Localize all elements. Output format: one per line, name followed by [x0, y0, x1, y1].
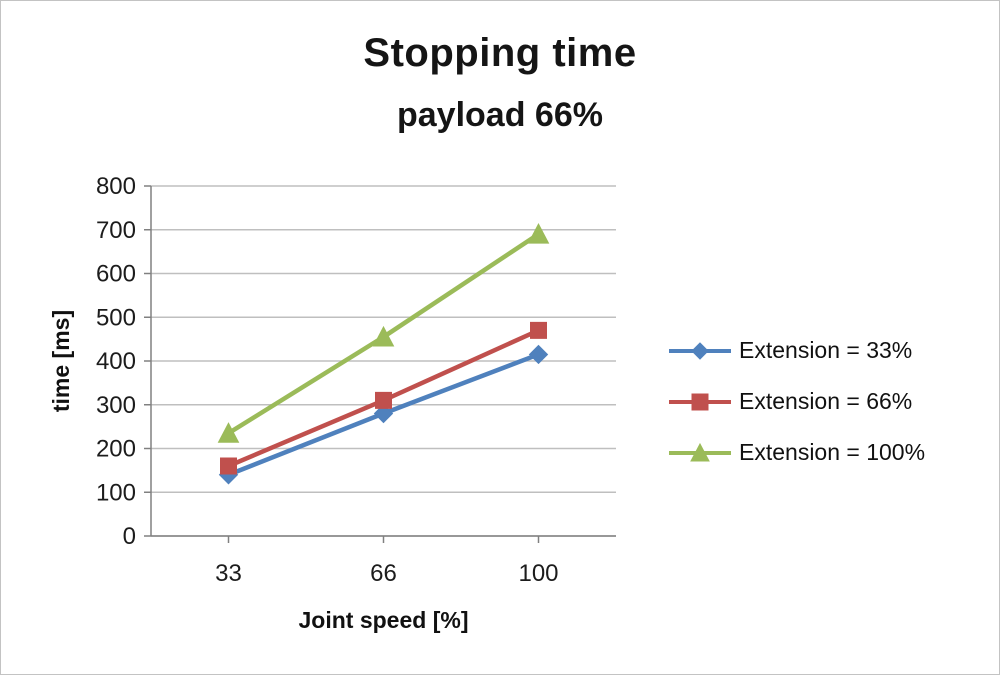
y-tick-label: 300 — [96, 392, 136, 419]
legend-item: Extension = 100% — [667, 439, 925, 466]
legend-marker-square — [669, 393, 731, 410]
marker-diamond — [528, 344, 549, 365]
marker-square-legend — [691, 393, 709, 410]
y-axis-title: time [ms] — [48, 310, 74, 412]
y-tick-label: 600 — [96, 261, 136, 288]
legend-item: Extension = 66% — [667, 388, 925, 415]
legend-label: Extension = 33% — [739, 337, 913, 363]
marker-diamond-legend — [691, 341, 709, 360]
marker-square — [220, 457, 237, 475]
y-tick-label: 0 — [123, 523, 136, 550]
marker-square — [375, 391, 392, 409]
marker-triangle — [372, 325, 395, 347]
plot-area: 0 100 200 300 400 500 600 700 800 33 66 100 Joint sp… — [48, 173, 616, 633]
chart-subtitle: payload 66% — [397, 96, 603, 134]
marker-triangle — [217, 422, 240, 443]
legend-item: Extension = 33% — [667, 337, 925, 364]
y-tick-label: 100 — [96, 479, 136, 506]
marker-square — [530, 321, 547, 339]
y-tick-label: 400 — [96, 348, 136, 375]
legend: Extension = 33% Extension = 66% Extension … — [667, 337, 925, 466]
marker-triangle-legend — [690, 442, 710, 461]
legend-label: Extension = 66% — [739, 388, 913, 414]
x-tick-label: 66 — [370, 560, 397, 587]
marker-triangle — [527, 223, 550, 244]
legend-label: Extension = 100% — [739, 439, 926, 465]
x-tick-label: 33 — [215, 560, 242, 587]
chart-title: Stopping time — [363, 31, 637, 75]
legend-marker-diamond — [669, 341, 731, 360]
legend-marker-triangle — [669, 442, 731, 461]
x-axis-title: Joint speed [%] — [299, 607, 469, 633]
y-tick-label: 700 — [96, 217, 136, 244]
y-tick-label: 800 — [96, 173, 136, 200]
x-tick-label: 100 — [518, 560, 558, 587]
y-tick-label: 500 — [96, 304, 136, 331]
y-tick-label: 200 — [96, 436, 136, 463]
marker-diamond — [373, 403, 394, 424]
